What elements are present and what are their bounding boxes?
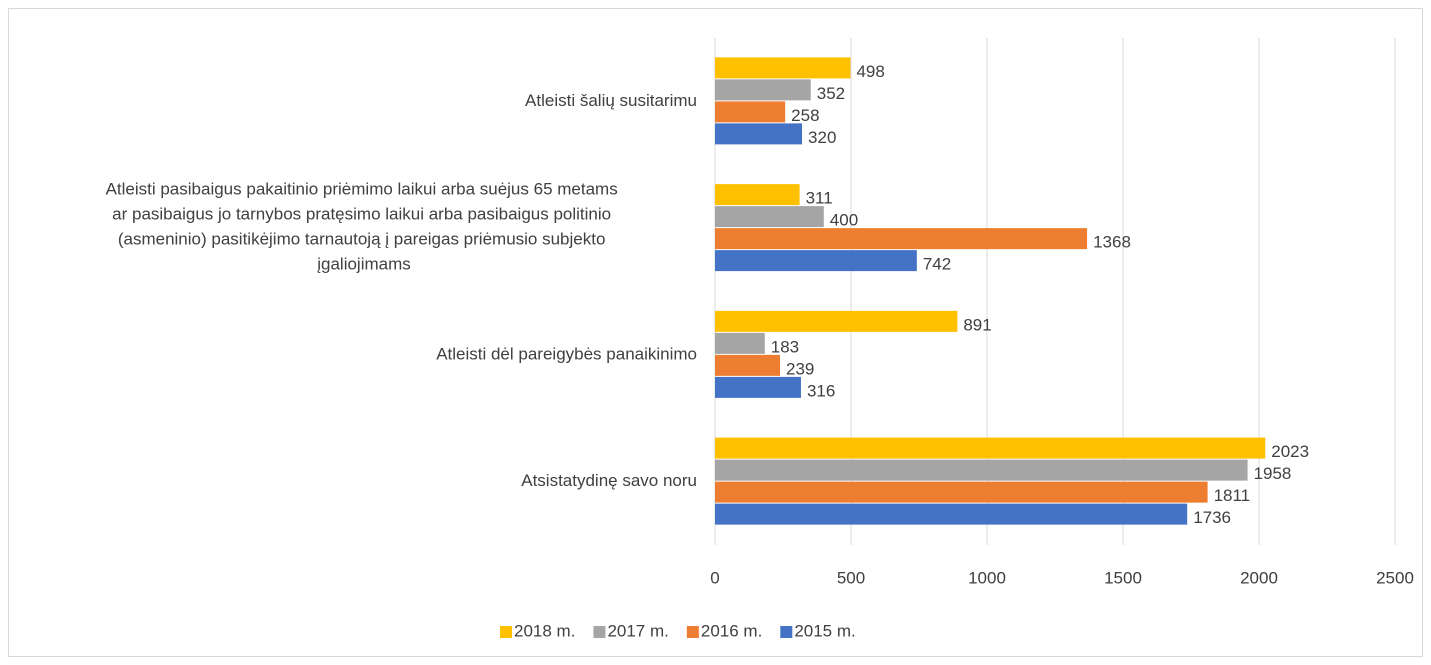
legend-label: 2018 m. — [514, 621, 575, 640]
bar — [715, 250, 917, 272]
x-tick-label: 0 — [710, 568, 719, 587]
value-label: 1736 — [1193, 508, 1231, 527]
value-label: 320 — [808, 128, 836, 147]
legend-swatch — [500, 626, 512, 638]
x-tick-label: 2000 — [1240, 568, 1278, 587]
value-label: 742 — [923, 255, 951, 274]
bar — [715, 437, 1266, 459]
x-tick-label: 2500 — [1376, 568, 1414, 587]
value-label: 316 — [807, 381, 835, 400]
bar — [715, 332, 765, 354]
bar — [715, 123, 803, 145]
bar — [715, 503, 1188, 525]
legend-label: 2015 m. — [794, 621, 855, 640]
value-label: 183 — [771, 337, 799, 356]
bar — [715, 310, 958, 332]
y-tick-label: Atsistatydinę savo noru — [521, 471, 697, 490]
bar — [715, 206, 824, 228]
bar — [715, 79, 811, 101]
value-label: 1958 — [1254, 464, 1292, 483]
legend-swatch — [593, 626, 606, 638]
legend-swatch — [686, 626, 699, 638]
legend-label: 2016 m. — [701, 621, 762, 640]
x-tick-label: 1000 — [968, 568, 1006, 587]
legend-label: 2017 m. — [607, 621, 668, 640]
value-label: 1811 — [1214, 486, 1251, 505]
bar — [715, 228, 1088, 250]
value-label: 2023 — [1271, 442, 1309, 461]
legend-swatch — [780, 626, 793, 638]
value-label: 400 — [830, 211, 858, 230]
y-tick-label: Atleisti dėl pareigybės panaikinimo — [436, 344, 697, 363]
y-tick-label: Atleisti šalių susitarimu — [525, 91, 697, 110]
bar — [715, 354, 781, 376]
bar — [715, 184, 800, 206]
value-label: 498 — [856, 62, 884, 81]
y-tick-label: Atleisti pasibaigus pakaitinio priėmimo … — [106, 180, 623, 274]
bar — [715, 459, 1248, 481]
value-label: 352 — [817, 84, 845, 103]
bar — [715, 376, 801, 398]
bar — [715, 57, 851, 79]
value-label: 891 — [963, 315, 991, 334]
bar — [715, 481, 1208, 503]
value-label: 311 — [806, 189, 833, 208]
x-tick-label: 500 — [837, 568, 865, 587]
value-label: 239 — [786, 359, 814, 378]
value-label: 1368 — [1093, 233, 1131, 252]
x-tick-label: 1500 — [1104, 568, 1142, 587]
value-label: 258 — [791, 106, 819, 125]
bar — [715, 101, 786, 123]
